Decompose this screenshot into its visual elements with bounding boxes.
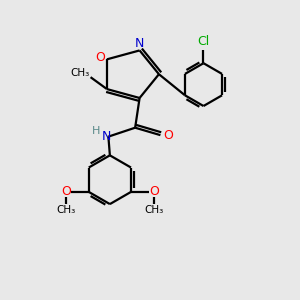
Text: N: N [102, 130, 112, 143]
Text: O: O [149, 185, 159, 198]
Text: CH₃: CH₃ [56, 205, 76, 215]
Text: O: O [95, 51, 105, 64]
Text: N: N [135, 37, 144, 50]
Text: Cl: Cl [197, 35, 210, 48]
Text: CH₃: CH₃ [70, 68, 90, 78]
Text: O: O [61, 185, 71, 198]
Text: CH₃: CH₃ [144, 205, 164, 215]
Text: O: O [163, 129, 173, 142]
Text: H: H [92, 126, 100, 136]
